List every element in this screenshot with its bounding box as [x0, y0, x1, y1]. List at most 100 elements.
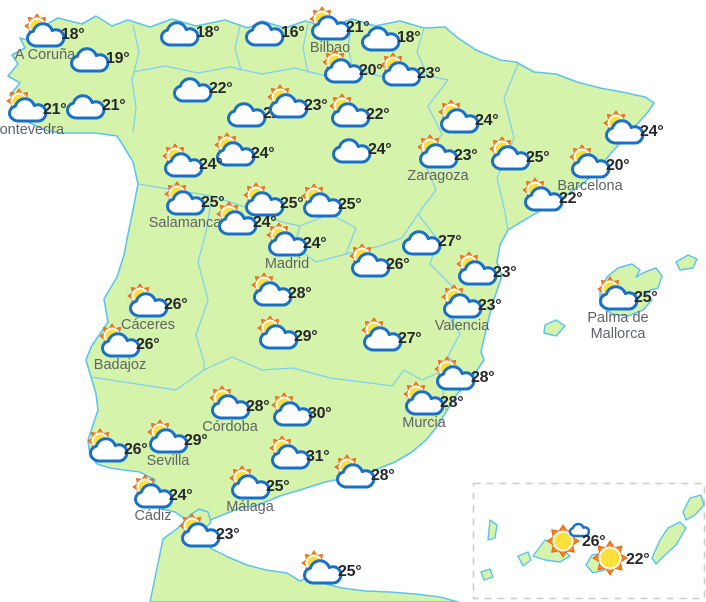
weather-point[interactable]: 30° — [268, 392, 332, 432]
sun-cloud-icon — [240, 182, 288, 222]
sun-cloud-icon — [600, 110, 648, 150]
weather-point[interactable]: 26° Badajoz — [94, 323, 160, 373]
weather-point[interactable]: 25° — [298, 183, 362, 223]
weather-point[interactable]: 28° — [248, 272, 312, 312]
temperature-label: 21° — [43, 101, 67, 118]
temperature-label: 18° — [196, 24, 220, 41]
weather-point[interactable]: 24° — [600, 110, 664, 150]
weather-point[interactable]: 23° — [176, 513, 240, 553]
weather-point[interactable]: 21° Bilbao — [306, 6, 370, 56]
temperature-label: 26° — [136, 336, 160, 353]
weather-point[interactable]: 18° — [357, 16, 421, 56]
weather-point[interactable]: 28° Murcia — [400, 381, 464, 431]
sun-cloud-icon — [400, 381, 448, 421]
weather-point[interactable]: 28° Córdoba — [202, 385, 270, 435]
weather-point[interactable]: 25° Salamanca — [149, 181, 225, 231]
weather-point[interactable]: 24° Cádiz — [129, 474, 193, 524]
sun-cloud-icon — [377, 52, 425, 92]
temperature-label: 21° — [102, 97, 126, 114]
weather-point[interactable]: 18° A Coruña — [15, 13, 85, 63]
weather-point[interactable]: 27° — [398, 220, 462, 260]
africa-coast — [149, 508, 459, 602]
weather-point[interactable]: 23° Zaragoza — [407, 134, 478, 184]
sun-cloud-icon — [298, 550, 346, 590]
weather-point[interactable]: 16° — [241, 11, 305, 51]
sun-cloud-icon — [144, 419, 192, 459]
weather-point[interactable]: 31° — [266, 435, 330, 475]
temperature-label: 26° — [164, 296, 188, 313]
city-label: Córdoba — [202, 419, 258, 435]
weather-point[interactable]: 25° — [240, 182, 304, 222]
cloud-icon — [398, 220, 446, 260]
sun-cloud-icon — [263, 222, 311, 262]
weather-point[interactable]: 25° Málaga — [226, 465, 290, 515]
weather-point[interactable]: 26° — [542, 520, 606, 560]
sun-cloud-icon — [319, 49, 367, 89]
sun-cloud-icon — [129, 474, 177, 514]
weather-point[interactable]: 20° — [319, 49, 383, 89]
city-label: Badajoz — [93, 357, 147, 373]
weather-point[interactable]: 27° — [358, 317, 422, 357]
weather-point[interactable]: 21° — [62, 84, 126, 124]
sun-cloud-icon — [438, 284, 486, 324]
city-label: Murcia — [402, 415, 446, 431]
weather-point[interactable]: 26° — [84, 428, 148, 468]
temperature-label: 25° — [526, 149, 550, 166]
weather-point[interactable]: 21° Pontevedra — [0, 88, 67, 138]
weather-point[interactable]: 22° — [169, 67, 233, 107]
weather-point[interactable]: 24° Madrid — [263, 222, 327, 272]
sun-cloud-icon — [254, 315, 302, 355]
cloud-icon — [169, 67, 217, 107]
city-label: Bilbao — [309, 40, 351, 56]
cloud-icon — [156, 11, 204, 51]
city-label: Málaga — [226, 499, 274, 515]
cloud-icon — [328, 128, 376, 168]
sun-cloud-icon — [298, 183, 346, 223]
sun-cloud-icon — [486, 136, 534, 176]
weather-point[interactable]: 24° — [211, 132, 275, 172]
temperature-label: 30° — [308, 405, 332, 422]
weather-point[interactable]: 23° Valencia — [435, 284, 502, 334]
temperature-label: 29° — [294, 328, 318, 345]
weather-point[interactable]: 23° — [377, 52, 441, 92]
weather-point[interactable]: 29° — [254, 315, 318, 355]
weather-point[interactable]: 19° — [66, 37, 130, 77]
weather-point[interactable]: 28° — [431, 356, 495, 396]
temperature-label: 24° — [640, 123, 664, 140]
temperature-label: 28° — [440, 394, 464, 411]
weather-point[interactable]: 25° — [298, 550, 362, 590]
sun-cloud-icon — [248, 272, 296, 312]
weather-point[interactable]: 22° — [519, 177, 583, 217]
temperature-label: 27° — [438, 233, 462, 250]
temperature-label: 24° — [368, 141, 392, 158]
temperature-label: 18° — [61, 26, 85, 43]
weather-point[interactable]: 24° — [159, 143, 223, 183]
weather-point[interactable]: 22° — [586, 538, 650, 578]
weather-point[interactable]: 23° — [453, 251, 517, 291]
city-label: Barcelona — [557, 178, 623, 194]
temperature-label: 23° — [493, 264, 517, 281]
weather-point[interactable]: 29° Sevilla — [144, 419, 208, 469]
weather-point[interactable]: 25° — [486, 136, 550, 176]
weather-point[interactable]: 24° — [435, 99, 499, 139]
weather-point[interactable]: 26° Cáceres — [121, 283, 188, 333]
weather-point[interactable]: 23° — [264, 84, 328, 124]
weather-point[interactable]: 20° Barcelona — [557, 144, 630, 194]
weather-point[interactable]: 18° — [156, 11, 220, 51]
sun-cloud-icon — [453, 251, 501, 291]
sun-cloud-icon — [358, 317, 406, 357]
weather-point[interactable]: 22° — [326, 93, 390, 133]
city-label: Pontevedra — [0, 122, 65, 138]
weather-point[interactable]: 24° — [213, 201, 277, 241]
weather-point[interactable]: 25° Palma de Mallorca — [587, 276, 658, 342]
sun-cloud-icon — [21, 13, 69, 53]
temperature-label: 25° — [201, 194, 225, 211]
weather-point[interactable]: 26° — [346, 243, 410, 283]
temperature-label: 25° — [266, 478, 290, 495]
weather-point[interactable]: 24° — [328, 128, 392, 168]
weather-point[interactable]: 28° — [331, 454, 395, 494]
sun-cloud-icon — [431, 356, 479, 396]
temperature-label: 28° — [471, 369, 495, 386]
sun-cloud-icon — [594, 276, 642, 316]
